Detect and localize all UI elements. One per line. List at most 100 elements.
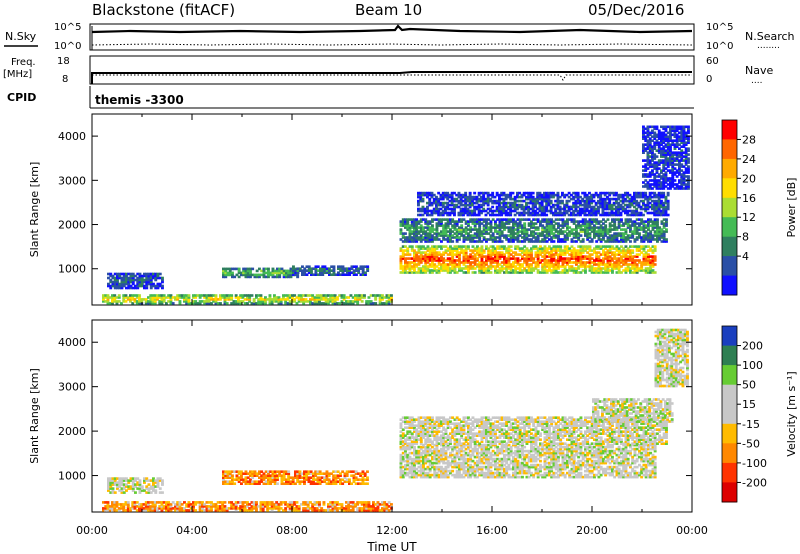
heatmap-cell: [660, 232, 664, 235]
heatmap-cell: [444, 228, 448, 231]
heatmap-cell: [521, 257, 524, 260]
heatmap-cell: [504, 211, 508, 215]
heatmap-cell: [512, 226, 515, 229]
heatmap-cell: [682, 139, 686, 142]
heatmap-cell: [437, 224, 441, 227]
heatmap-cell: [584, 220, 587, 223]
heatmap-cell: [140, 298, 144, 301]
heatmap-cell: [642, 181, 645, 184]
heatmap-cell: [684, 131, 688, 135]
heatmap-cell: [509, 205, 513, 209]
heatmap-cell: [426, 238, 430, 241]
heatmap-cell: [408, 261, 412, 264]
heatmap-cell: [464, 249, 468, 252]
heatmap-cell: [525, 259, 529, 262]
heatmap-cell: [428, 253, 432, 256]
heatmap-cell: [666, 193, 670, 197]
heatmap-cell: [584, 263, 587, 266]
heatmap-cell: [536, 240, 540, 243]
heatmap-cell: [480, 265, 484, 268]
heatmap-cell: [151, 296, 155, 299]
heatmap-cell: [460, 226, 464, 229]
heatmap-cell: [226, 267, 230, 271]
heatmap-cell: [259, 300, 263, 303]
colorbar-tick-label: 20: [742, 172, 756, 185]
heatmap-cell: [507, 265, 511, 268]
heatmap-cell: [449, 238, 452, 241]
heatmap-cell: [122, 284, 126, 288]
heatmap-cell: [637, 213, 641, 217]
heatmap-cell: [460, 261, 464, 264]
heatmap-cell: [162, 296, 166, 299]
heatmap-cell: [608, 213, 612, 217]
heatmap-cell: [615, 253, 619, 256]
heatmap-cell: [162, 505, 166, 508]
heatmap-cell: [552, 195, 555, 199]
heatmap-cell: [408, 230, 412, 233]
heatmap-cell: [267, 275, 270, 279]
heatmap-cell: [424, 263, 428, 266]
heatmap-cell: [106, 509, 110, 512]
heatmap-cell: [404, 224, 407, 227]
heatmap-cell: [687, 135, 690, 138]
heatmap-cell: [257, 302, 261, 305]
heatmap-cell: [653, 207, 657, 211]
heatmap-cell: [561, 249, 565, 252]
heatmap-cell: [226, 271, 230, 275]
heatmap-cell: [669, 179, 672, 182]
heatmap-cell: [178, 296, 182, 299]
heatmap-cell: [536, 220, 540, 223]
heatmap-cell: [410, 245, 414, 248]
heatmap-cell: [527, 224, 531, 227]
heatmap-cell: [233, 275, 237, 279]
heatmap-cell: [525, 230, 529, 233]
heatmap-cell: [467, 265, 470, 268]
heatmap-cell: [543, 226, 547, 229]
heatmap-cell: [584, 218, 587, 221]
heatmap-cell: [521, 226, 524, 229]
heatmap-cell: [431, 259, 434, 262]
heatmap-cell: [629, 226, 632, 229]
heatmap-cell: [116, 284, 119, 288]
heatmap-cell: [684, 183, 688, 186]
heatmap-cell: [648, 161, 652, 164]
heatmap-cell: [611, 240, 614, 243]
heatmap-cell: [237, 271, 241, 275]
heatmap-cell: [527, 240, 531, 243]
heatmap-cell: [504, 201, 508, 205]
heatmap-cell: [536, 207, 540, 211]
heatmap-cell: [561, 265, 565, 268]
heatmap-cell: [316, 273, 320, 276]
heatmap-cell: [385, 300, 389, 303]
heatmap-cell: [664, 163, 668, 166]
heatmap-cell: [565, 211, 569, 215]
heatmap-cell: [162, 298, 166, 301]
heatmap-cell: [597, 259, 601, 262]
heatmap-cell: [413, 263, 416, 266]
heatmap-cell: [437, 238, 441, 241]
heatmap-cell: [655, 207, 659, 211]
heatmap-cell: [586, 236, 590, 239]
heatmap-cell: [617, 218, 621, 221]
heatmap-cell: [241, 294, 245, 297]
colorbar-tick-label: 4: [742, 250, 749, 263]
heatmap-cell: [138, 272, 142, 276]
heatmap-cell: [406, 257, 410, 260]
heatmap-cell: [413, 269, 416, 272]
heatmap-cell: [536, 257, 540, 260]
heatmap-cell: [372, 294, 375, 297]
heatmap-cell: [541, 271, 545, 274]
heatmap-cell: [304, 507, 308, 510]
heatmap-cell: [575, 253, 578, 256]
heatmap-cell: [642, 220, 646, 223]
heatmap-cell: [653, 143, 657, 146]
heatmap-cell: [307, 271, 311, 274]
heatmap-cell: [516, 191, 519, 195]
heatmap-cell: [665, 228, 668, 231]
heatmap-cell: [401, 220, 405, 223]
heatmap-cell: [468, 197, 472, 201]
heatmap-cell: [662, 177, 666, 180]
heatmap-cell: [664, 155, 668, 158]
heatmap-cell: [566, 271, 569, 274]
heatmap-cell: [476, 232, 479, 235]
